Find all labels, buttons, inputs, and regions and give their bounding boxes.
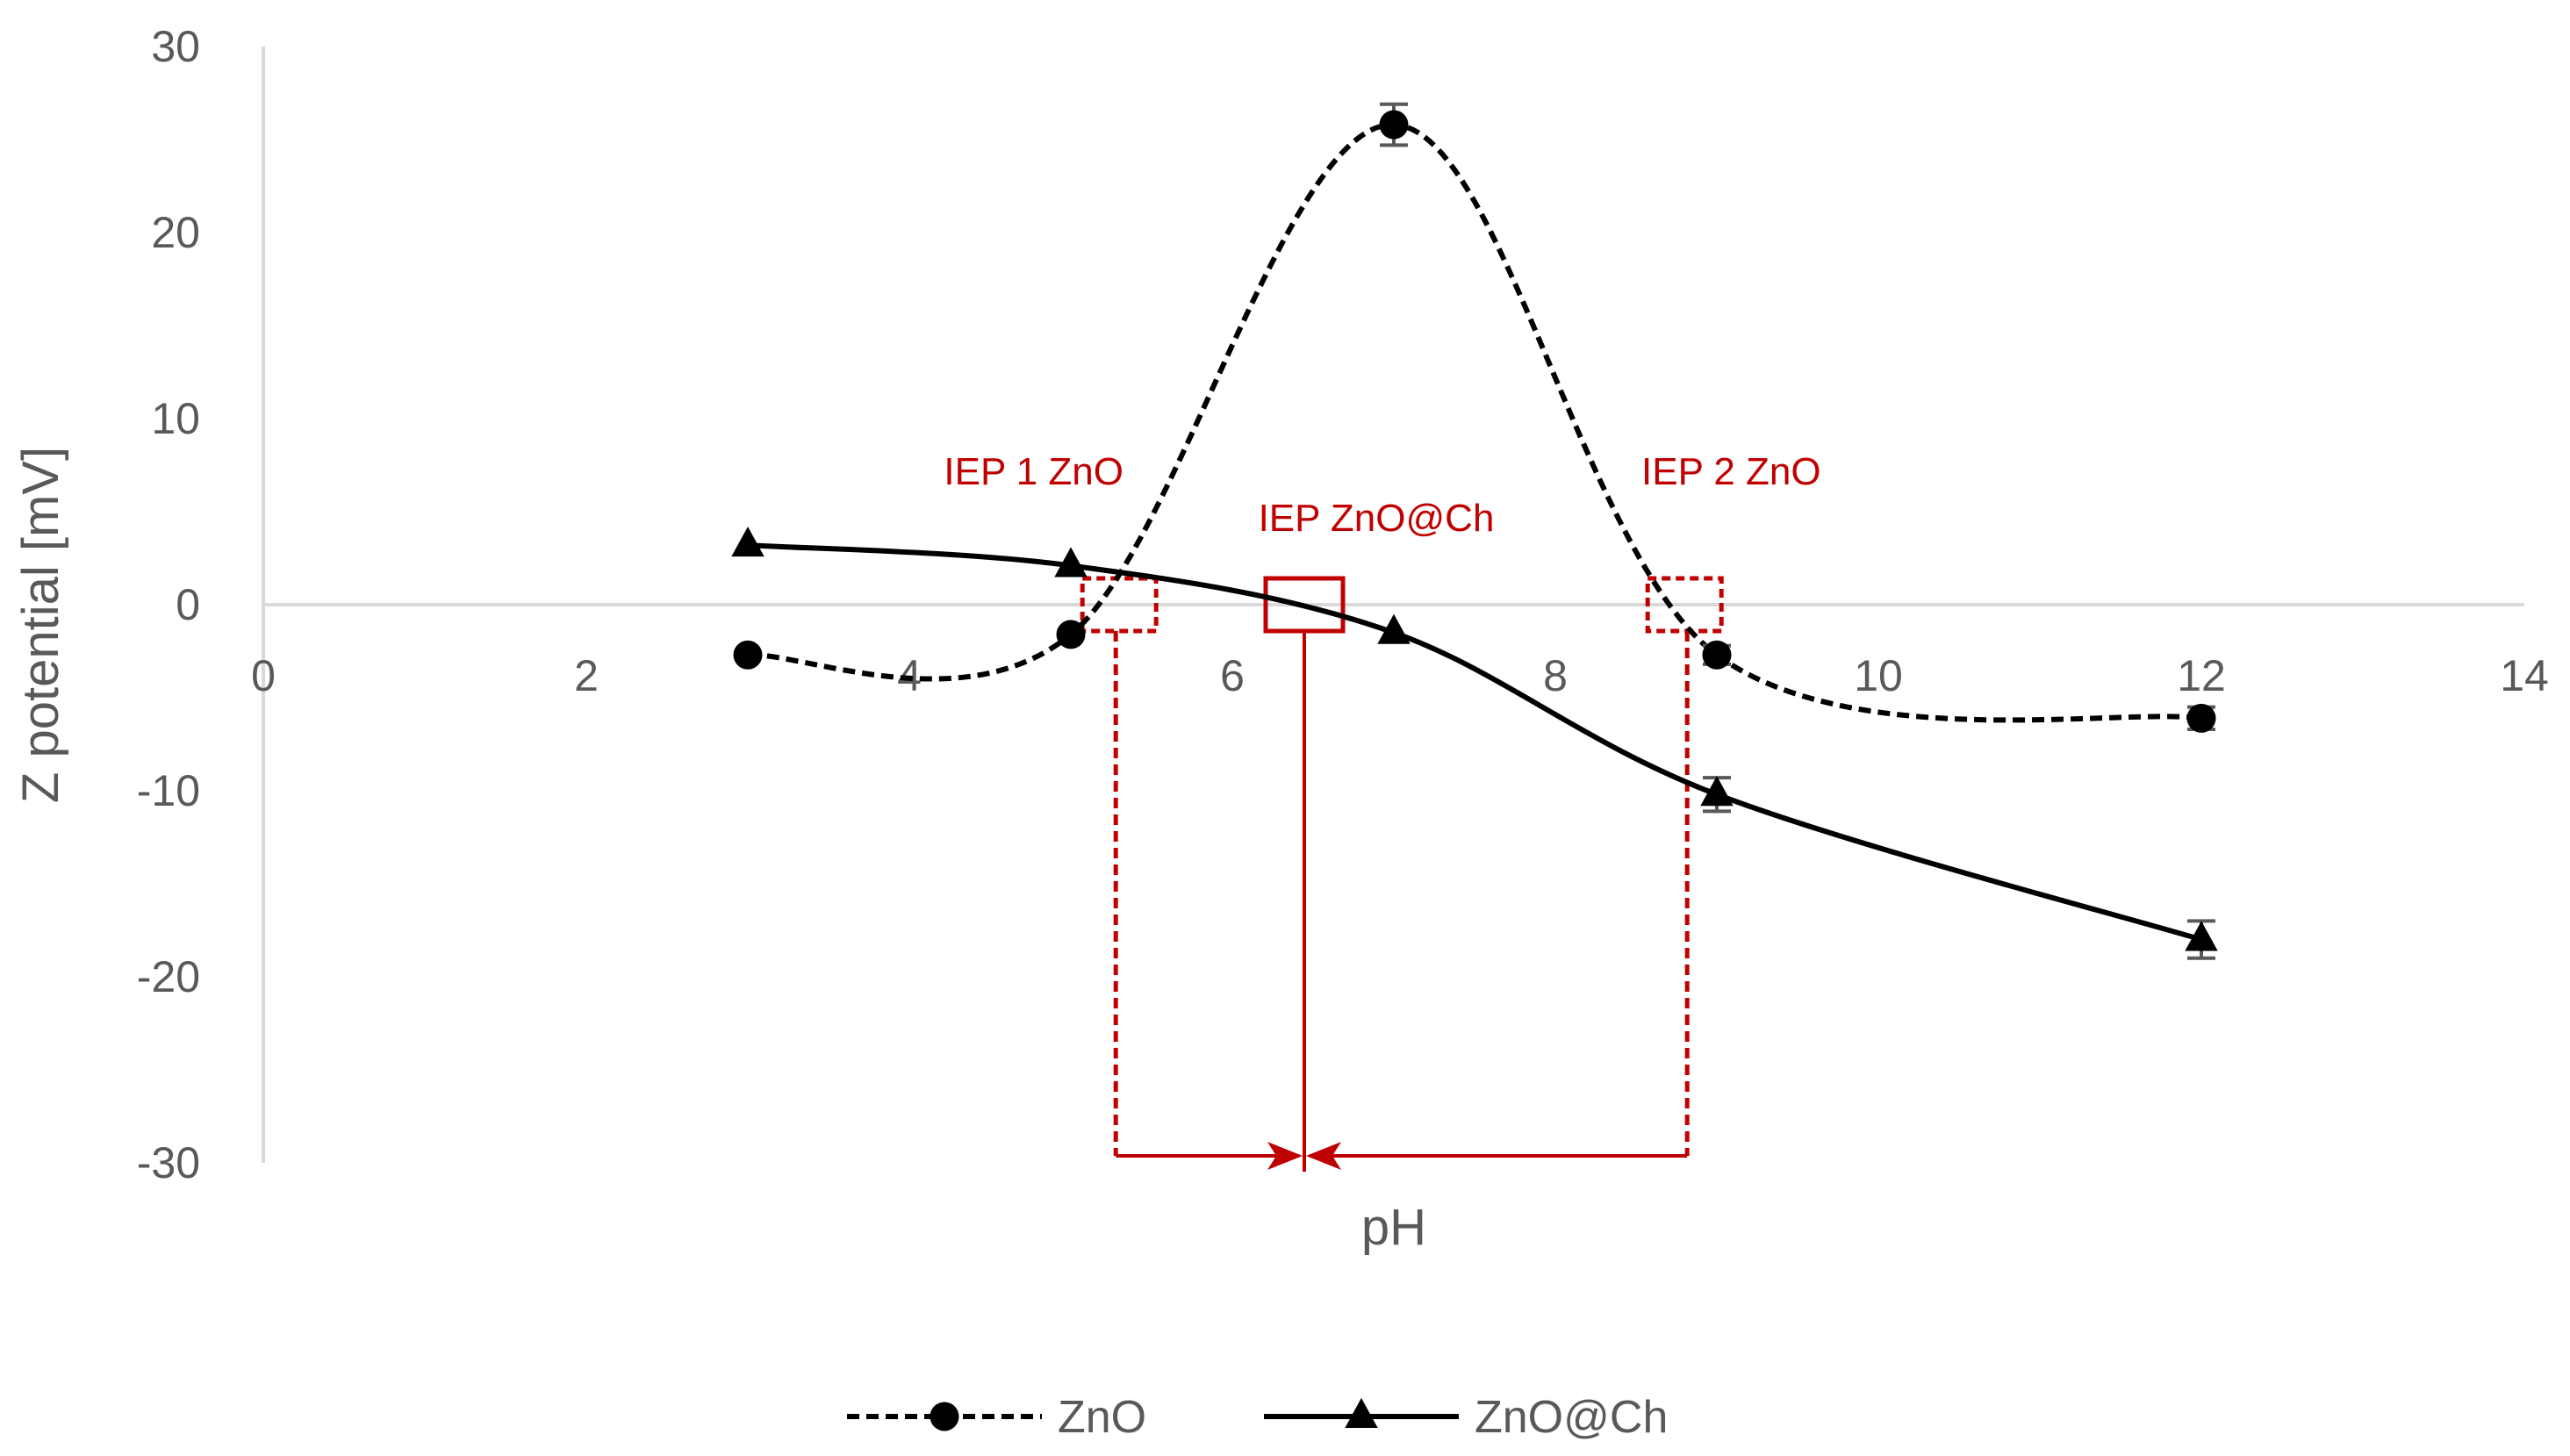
y-tick-label: -20 <box>137 952 200 1001</box>
x-tick-label: 8 <box>1543 651 1568 700</box>
legend-swatch-marker <box>930 1402 959 1431</box>
legend-label: ZnO@Ch <box>1475 1392 1668 1443</box>
series-zno <box>733 102 2216 733</box>
legend-label: ZnO <box>1058 1392 1146 1443</box>
x-tick-label: 6 <box>1220 651 1245 700</box>
x-tick-label: 14 <box>2500 651 2549 700</box>
series-zno-ch <box>731 527 2218 960</box>
data-point <box>731 527 765 557</box>
x-tick-label: 12 <box>2177 651 2226 700</box>
data-point <box>2186 703 2216 733</box>
x-tick-label: 2 <box>574 651 599 700</box>
iep-annotations: IEP 1 ZnO IEP ZnO@Ch IEP 2 ZnO <box>944 450 1821 1172</box>
x-tick-labels: 0 2 4 6 8 10 12 14 <box>251 651 2549 700</box>
legend-swatch-marker <box>1345 1397 1378 1428</box>
series-line <box>747 122 2202 723</box>
legend-item: ZnO <box>847 1392 1146 1443</box>
iep-annotation: IEP ZnO@Ch <box>1259 497 1495 1172</box>
iep-label: IEP ZnO@Ch <box>1259 497 1495 540</box>
iep-annotation: IEP 1 ZnO <box>944 450 1303 1170</box>
data-point <box>1054 547 1088 577</box>
data-point <box>1702 640 1732 670</box>
x-axis-title: pH <box>1361 1199 1426 1256</box>
iep-annotation: IEP 2 ZnO <box>1306 450 1821 1170</box>
legend: ZnO ZnO@Ch <box>847 1392 1668 1443</box>
y-tick-label: -10 <box>137 766 200 815</box>
data-point <box>1700 776 1734 807</box>
iep-label: IEP 1 ZnO <box>944 450 1123 493</box>
data-point <box>1056 620 1086 649</box>
y-tick-label: 0 <box>176 580 200 629</box>
iep-label: IEP 2 ZnO <box>1641 450 1821 493</box>
series <box>731 102 2218 960</box>
iep-marker-box <box>1645 576 1724 634</box>
axes <box>262 47 2524 1163</box>
x-tick-label: 0 <box>251 651 276 700</box>
x-tick-label: 10 <box>1854 651 1903 700</box>
y-tick-label: 20 <box>151 208 200 257</box>
data-point <box>733 640 763 670</box>
data-point <box>1379 110 1409 140</box>
y-tick-label: 10 <box>151 394 200 443</box>
series-line <box>747 542 2202 943</box>
legend-item: ZnO@Ch <box>1264 1392 1668 1443</box>
y-tick-label: 30 <box>151 22 200 71</box>
y-tick-label: -30 <box>137 1138 200 1187</box>
y-axis-title: Z potential [mV] <box>12 447 69 803</box>
y-tick-labels: 30 20 10 0 -10 -20 -30 <box>137 22 200 1187</box>
data-point <box>1377 613 1411 644</box>
data-point <box>2185 921 2218 951</box>
